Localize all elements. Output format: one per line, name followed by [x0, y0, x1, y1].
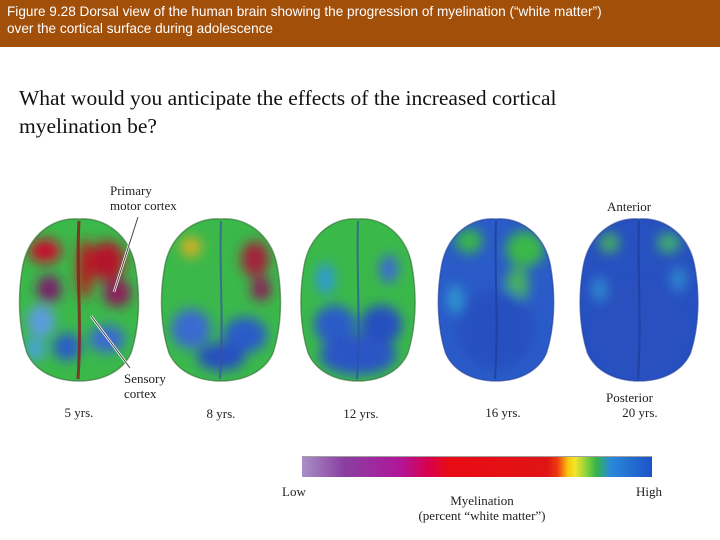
- myelination-color-scale: [302, 456, 652, 477]
- figure-caption-bar: Figure 9.28 Dorsal view of the human bra…: [0, 0, 720, 47]
- brain-12-yrs: [300, 218, 416, 382]
- brain-5-yrs: [18, 218, 140, 382]
- age-label-20: 20 yrs.: [622, 405, 658, 420]
- brain-8-yrs: [160, 218, 282, 382]
- primary-motor-label: Primary motor cortex: [110, 183, 177, 213]
- age-label-5: 5 yrs.: [64, 405, 94, 420]
- brain-16-yrs: [437, 218, 555, 382]
- brain-20-yrs: [579, 218, 699, 382]
- primary-motor-label-line-2: motor cortex: [110, 198, 177, 213]
- question-line-1: What would you anticipate the effects of…: [19, 86, 557, 110]
- scale-title: Myelination (percent “white matter”): [402, 493, 562, 523]
- question-line-2: myelination be?: [19, 114, 157, 138]
- scale-title-line-1: Myelination: [450, 493, 514, 508]
- scale-high-label: High: [636, 484, 662, 499]
- caption-line-1: Figure 9.28 Dorsal view of the human bra…: [7, 4, 602, 19]
- sensory-cortex-label: Sensory cortex: [124, 371, 166, 401]
- primary-motor-pointer: [112, 216, 140, 293]
- age-label-8: 8 yrs.: [206, 406, 236, 421]
- age-label-16: 16 yrs.: [485, 405, 521, 420]
- sensory-cortex-label-line-2: cortex: [124, 386, 157, 401]
- sensory-cortex-pointer: [90, 315, 131, 369]
- question-text: What would you anticipate the effects of…: [19, 84, 679, 140]
- anterior-label: Anterior: [607, 199, 652, 214]
- posterior-label: Posterior: [606, 390, 653, 405]
- scale-low-label: Low: [282, 484, 306, 499]
- age-label-12: 12 yrs.: [343, 406, 379, 421]
- caption-line-2: over the cortical surface during adolesc…: [7, 21, 273, 36]
- sensory-cortex-label-line-1: Sensory: [124, 371, 166, 386]
- primary-motor-label-line-1: Primary: [110, 183, 152, 198]
- scale-title-line-2: (percent “white matter”): [418, 508, 546, 523]
